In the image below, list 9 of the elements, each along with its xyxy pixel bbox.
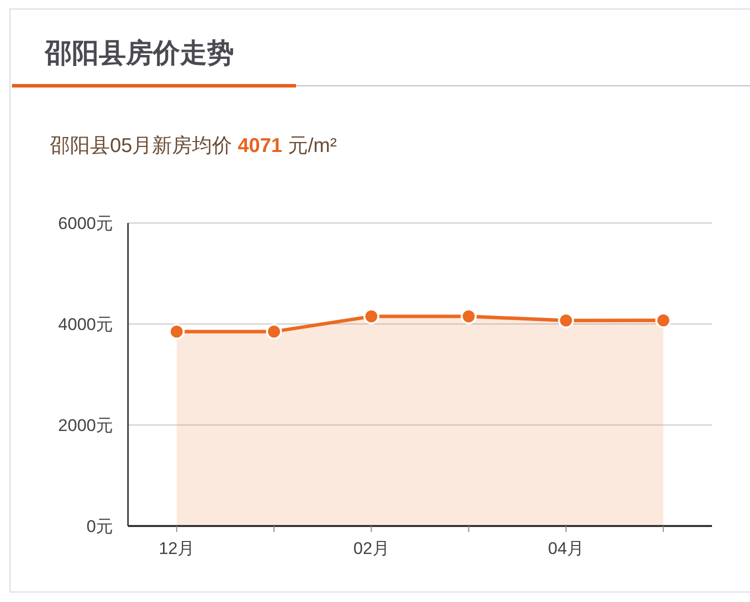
x-tick-label: 02月 (353, 538, 390, 558)
y-tick-label: 6000元 (58, 214, 113, 232)
chart-subtitle: 邵阳县05月新房均价 4071 元/m² (50, 135, 338, 157)
y-tick-label: 0元 (86, 516, 113, 536)
y-tick-label: 4000元 (58, 314, 113, 334)
x-tick-label: 04月 (548, 538, 584, 558)
chart-title: 邵阳县房价走势 (44, 38, 234, 68)
x-tick-label: 12月 (158, 538, 195, 558)
y-tick-label: 2000元 (58, 416, 113, 434)
